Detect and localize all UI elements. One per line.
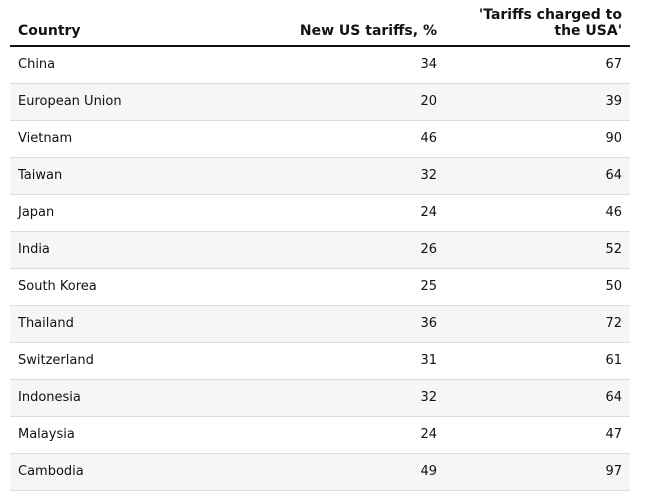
table-header: Country New US tariffs, % 'Tariffs charg… xyxy=(10,0,630,47)
cell-tariffs-charged-to-usa: 72 xyxy=(445,305,630,343)
cell-tariffs-charged-to-usa: 52 xyxy=(445,231,630,269)
header-tariffs-charged-to-usa: 'Tariffs charged to the USA' xyxy=(445,0,630,47)
cell-country: China xyxy=(10,46,260,84)
cell-country: Switzerland xyxy=(10,342,260,380)
cell-new-us-tariffs: 36 xyxy=(260,305,445,343)
cell-new-us-tariffs: 31 xyxy=(260,342,445,380)
cell-tariffs-charged-to-usa: 61 xyxy=(445,342,630,380)
table-row: Thailand 36 72 xyxy=(10,305,630,343)
cell-new-us-tariffs: 20 xyxy=(260,83,445,121)
header-new-us-tariffs: New US tariffs, % xyxy=(260,0,445,47)
tariffs-table-container: Country New US tariffs, % 'Tariffs charg… xyxy=(10,0,630,491)
cell-country: Thailand xyxy=(10,305,260,343)
cell-country: European Union xyxy=(10,83,260,121)
header-country: Country xyxy=(10,0,260,47)
table-row: India 26 52 xyxy=(10,231,630,269)
cell-new-us-tariffs: 24 xyxy=(260,194,445,232)
cell-tariffs-charged-to-usa: 97 xyxy=(445,453,630,491)
cell-new-us-tariffs: 25 xyxy=(260,268,445,306)
table-row: European Union 20 39 xyxy=(10,83,630,121)
cell-country: Malaysia xyxy=(10,416,260,454)
cell-country: Vietnam xyxy=(10,120,260,158)
table-row: Taiwan 32 64 xyxy=(10,157,630,195)
cell-new-us-tariffs: 34 xyxy=(260,46,445,84)
cell-tariffs-charged-to-usa: 64 xyxy=(445,157,630,195)
cell-new-us-tariffs: 49 xyxy=(260,453,445,491)
cell-new-us-tariffs: 26 xyxy=(260,231,445,269)
table-row: Japan 24 46 xyxy=(10,194,630,232)
cell-tariffs-charged-to-usa: 50 xyxy=(445,268,630,306)
cell-tariffs-charged-to-usa: 67 xyxy=(445,46,630,84)
cell-country: India xyxy=(10,231,260,269)
cell-new-us-tariffs: 32 xyxy=(260,157,445,195)
tariffs-table: Country New US tariffs, % 'Tariffs charg… xyxy=(10,0,630,491)
cell-country: South Korea xyxy=(10,268,260,306)
cell-tariffs-charged-to-usa: 39 xyxy=(445,83,630,121)
cell-new-us-tariffs: 46 xyxy=(260,120,445,158)
table-row: China 34 67 xyxy=(10,46,630,84)
cell-country: Taiwan xyxy=(10,157,260,195)
cell-new-us-tariffs: 32 xyxy=(260,379,445,417)
cell-country: Indonesia xyxy=(10,379,260,417)
table-row: Malaysia 24 47 xyxy=(10,416,630,454)
cell-country: Cambodia xyxy=(10,453,260,491)
table-row: South Korea 25 50 xyxy=(10,268,630,306)
table-body: China 34 67 European Union 20 39 Vietnam 46 90 Ta… xyxy=(10,46,630,491)
table-row: Cambodia 49 97 xyxy=(10,453,630,491)
header-row: Country New US tariffs, % 'Tariffs charg… xyxy=(10,0,630,47)
table-row: Vietnam 46 90 xyxy=(10,120,630,158)
table-row: Indonesia 32 64 xyxy=(10,379,630,417)
cell-country: Japan xyxy=(10,194,260,232)
cell-tariffs-charged-to-usa: 64 xyxy=(445,379,630,417)
cell-tariffs-charged-to-usa: 90 xyxy=(445,120,630,158)
cell-tariffs-charged-to-usa: 47 xyxy=(445,416,630,454)
cell-new-us-tariffs: 24 xyxy=(260,416,445,454)
table-row: Switzerland 31 61 xyxy=(10,342,630,380)
cell-tariffs-charged-to-usa: 46 xyxy=(445,194,630,232)
